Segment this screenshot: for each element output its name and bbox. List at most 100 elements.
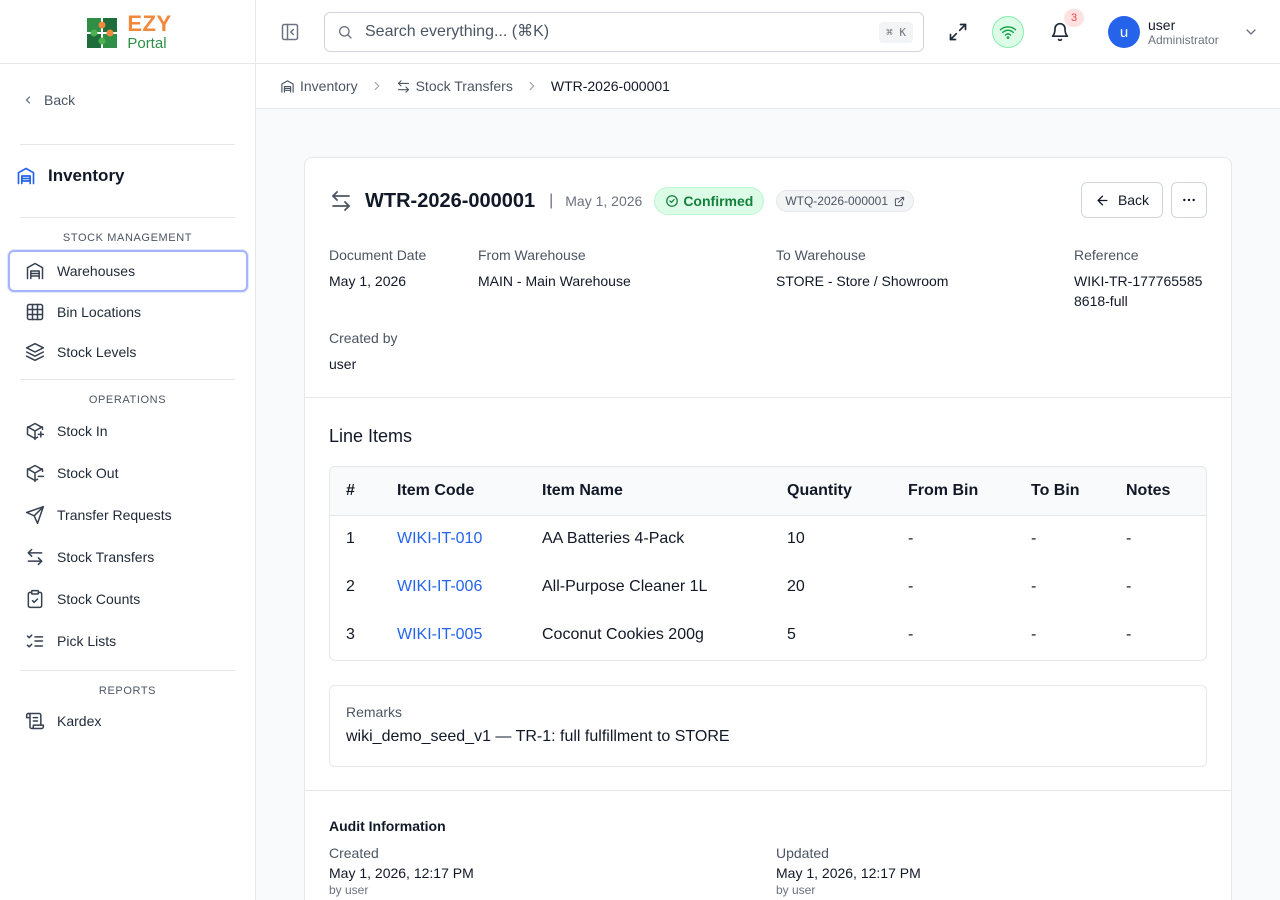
section-title-stock-management: STOCK MANAGEMENT bbox=[62, 232, 193, 244]
cell-line-number: 2 bbox=[346, 578, 355, 595]
sidebar-item-label: Stock Counts bbox=[57, 591, 141, 607]
sidebar-toggle-icon[interactable] bbox=[280, 22, 300, 42]
breadcrumb-current: WTR-2026-000001 bbox=[550, 78, 670, 94]
column-header: Notes bbox=[1126, 467, 1206, 516]
sidebar-back-label: Back bbox=[44, 92, 76, 108]
divider bbox=[20, 144, 235, 145]
bell-icon[interactable] bbox=[1050, 22, 1070, 42]
reference-field: Reference WIKI-TR-1777655858618-full bbox=[1074, 247, 1209, 311]
audit-time: May 1, 2026, 12:17 PM bbox=[329, 865, 474, 881]
audit-label: Updated bbox=[776, 845, 829, 861]
document-header: WTR-2026-000001 | May 1, 2026 Confirmed … bbox=[329, 186, 915, 216]
divider bbox=[305, 397, 1231, 398]
logo-text-bottom: Portal bbox=[127, 34, 167, 52]
user-name: user bbox=[1148, 16, 1176, 33]
title-separator: | bbox=[549, 192, 554, 209]
column-header: Item Name bbox=[542, 467, 787, 516]
more-actions-button[interactable] bbox=[1171, 182, 1207, 218]
avatar: u bbox=[1108, 16, 1140, 48]
transfer-request-link[interactable]: WTQ-2026-000001 bbox=[776, 190, 915, 212]
sidebar-item-stock-out[interactable]: Stock Out bbox=[8, 453, 248, 493]
item-code-link[interactable]: WIKI-IT-010 bbox=[397, 530, 483, 548]
connection-status[interactable] bbox=[992, 16, 1024, 48]
sidebar-item-stock-in[interactable]: Stock In bbox=[8, 411, 248, 451]
page-title: WTR-2026-000001 bbox=[365, 189, 536, 212]
clipboard-check-icon bbox=[27, 589, 43, 609]
audit-by: by user bbox=[329, 883, 369, 897]
cell-item-name: Coconut Cookies 200g bbox=[542, 626, 704, 643]
back-button[interactable]: Back bbox=[1081, 182, 1163, 218]
audit-updated: Updated May 1, 2026, 12:17 PM by user bbox=[776, 845, 921, 897]
user-menu[interactable]: u user Administrator bbox=[1108, 16, 1259, 48]
sidebar-item-warehouses[interactable]: Warehouses bbox=[8, 250, 248, 292]
global-search[interactable]: ⌘ K bbox=[324, 12, 924, 52]
chevron-left-icon bbox=[25, 96, 31, 104]
field-label: Reference bbox=[1074, 247, 1139, 263]
column-header: To Bin bbox=[1031, 467, 1126, 516]
cell-to-bin: - bbox=[1031, 626, 1037, 643]
layers-icon bbox=[25, 342, 45, 362]
warehouse-icon bbox=[281, 79, 294, 93]
column-header: Item Code bbox=[397, 467, 542, 516]
created-by-field: Created by user bbox=[329, 330, 397, 374]
column-header: Quantity bbox=[787, 467, 908, 516]
transfer-request-label: WTQ-2026-000001 bbox=[785, 194, 889, 208]
cell-quantity: 20 bbox=[787, 578, 805, 595]
line-items-title: Line Items bbox=[329, 426, 413, 446]
send-icon bbox=[25, 505, 45, 525]
sidebar-item-label: Stock In bbox=[57, 423, 108, 439]
item-code-link[interactable]: WIKI-IT-006 bbox=[397, 578, 483, 595]
cell-line-number: 3 bbox=[346, 626, 355, 643]
module-title: Inventory bbox=[16, 166, 125, 186]
notification-badge: 3 bbox=[1064, 9, 1084, 27]
audit-label: Created bbox=[329, 845, 379, 861]
table-row: 2 WIKI-IT-006 All-Purpose Cleaner 1L 20 … bbox=[330, 563, 1206, 611]
item-code-link[interactable]: WIKI-IT-005 bbox=[397, 626, 483, 643]
breadcrumb-inventory[interactable]: Inventory bbox=[280, 78, 358, 94]
column-header: From Bin bbox=[908, 467, 1031, 516]
scroll-text-icon bbox=[25, 712, 45, 730]
logo-puzzle-icon bbox=[87, 17, 118, 48]
divider bbox=[305, 790, 1231, 791]
table-row: 1 WIKI-IT-010 AA Batteries 4-Pack 10 - -… bbox=[330, 515, 1206, 563]
more-horizontal-icon bbox=[1183, 198, 1195, 202]
sidebar-item-stock-transfers[interactable]: Stock Transfers bbox=[8, 537, 248, 577]
sidebar-item-label: Stock Transfers bbox=[57, 549, 155, 565]
arrows-left-right-icon bbox=[397, 79, 409, 93]
logo-text-top: EZY bbox=[127, 10, 172, 36]
sidebar-item-stock-levels[interactable]: Stock Levels bbox=[8, 332, 248, 372]
audit-by: by user bbox=[776, 883, 816, 897]
field-label: Document Date bbox=[329, 247, 427, 263]
field-value: MAIN - Main Warehouse bbox=[478, 273, 631, 289]
cell-quantity: 5 bbox=[787, 626, 796, 643]
audit-title: Audit Information bbox=[329, 818, 446, 834]
sidebar-item-bin-locations[interactable]: Bin Locations bbox=[8, 292, 248, 332]
breadcrumb-stock-transfers[interactable]: Stock Transfers bbox=[396, 78, 513, 94]
sidebar-item-label: Kardex bbox=[57, 713, 102, 729]
sidebar-back-link[interactable]: Back bbox=[22, 92, 75, 108]
status-label: Confirmed bbox=[683, 193, 754, 209]
cell-item-name: All-Purpose Cleaner 1L bbox=[542, 578, 708, 595]
search-icon bbox=[339, 26, 352, 39]
divider bbox=[20, 217, 235, 218]
sidebar: EZY Portal Back Inventory STOCK MANAGEME… bbox=[0, 0, 256, 900]
status-badge: Confirmed bbox=[654, 187, 765, 215]
sidebar-item-stock-counts[interactable]: Stock Counts bbox=[8, 579, 248, 619]
search-input[interactable] bbox=[365, 23, 880, 41]
sidebar-item-kardex[interactable]: Kardex bbox=[8, 701, 248, 741]
breadcrumb: Inventory Stock Transfers WTR-2026-00000… bbox=[256, 64, 1280, 109]
app-logo[interactable]: EZY Portal bbox=[0, 0, 255, 64]
user-role: Administrator bbox=[1148, 33, 1219, 48]
transfer-detail-card: WTR-2026-000001 | May 1, 2026 Confirmed … bbox=[304, 157, 1232, 900]
sidebar-item-pick-lists[interactable]: Pick Lists bbox=[8, 621, 248, 661]
fullscreen-icon[interactable] bbox=[948, 22, 968, 42]
cell-quantity: 10 bbox=[787, 530, 805, 548]
wifi-icon bbox=[999, 26, 1017, 39]
sidebar-item-transfer-requests[interactable]: Transfer Requests bbox=[8, 495, 248, 535]
cell-from-bin: - bbox=[908, 530, 914, 548]
divider bbox=[20, 379, 235, 380]
module-title-label: Inventory bbox=[48, 166, 125, 185]
cell-to-bin: - bbox=[1031, 578, 1037, 595]
remarks-text: wiki_demo_seed_v1 — TR-1: full fulfillme… bbox=[346, 728, 730, 745]
sidebar-item-label: Bin Locations bbox=[57, 304, 142, 320]
